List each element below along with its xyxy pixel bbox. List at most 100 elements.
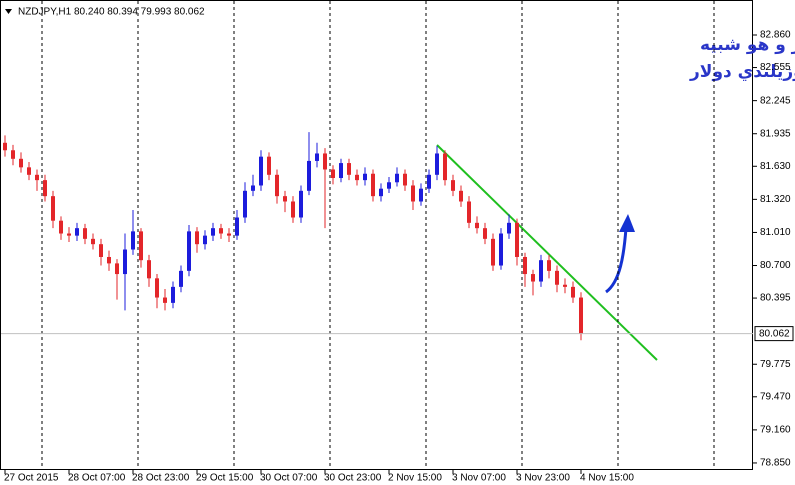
candle-body [275, 174, 279, 197]
candle-body [451, 180, 455, 191]
candle-body [427, 174, 431, 189]
candle-body [195, 231, 199, 245]
candle-body [155, 278, 159, 298]
candle-body [403, 173, 407, 186]
candle-body [315, 153, 319, 161]
y-tick-label: 82.245 [760, 95, 791, 106]
x-tick-label: 28 Oct 07:00 [68, 473, 126, 484]
y-tick-label: 81.010 [760, 227, 791, 238]
candle-body [483, 228, 487, 239]
y-tick-label: 80.395 [760, 293, 791, 304]
x-tick-label: 4 Nov 15:00 [580, 473, 634, 484]
candle-body [131, 231, 135, 250]
candle-body [395, 173, 399, 183]
candle-body [27, 167, 31, 175]
candle-body [211, 228, 215, 236]
x-tick-label: 30 Oct 23:00 [324, 473, 382, 484]
menu-arrow [5, 9, 12, 14]
candle-body [43, 180, 47, 197]
candle-body [83, 228, 87, 239]
x-tick-label: 3 Nov 07:00 [452, 473, 506, 484]
candle-body [139, 231, 143, 261]
candle-body [163, 297, 167, 303]
x-tick-label: 27 Oct 2015 [4, 473, 59, 484]
candle-body [555, 270, 559, 285]
annotation: شراء بعد الكسر و هو شبيه [700, 35, 795, 55]
y-tick-label: 79.160 [760, 425, 791, 436]
candle-body [203, 235, 207, 245]
candle-body [419, 188, 423, 202]
candle-body [547, 260, 551, 271]
candle-body [563, 284, 567, 287]
x-tick-label: 29 Oct 15:00 [196, 473, 254, 484]
candle-body [363, 173, 367, 181]
candle-body [331, 169, 335, 179]
candle-body [179, 270, 183, 287]
plot-frame [0, 0, 753, 470]
candle-body [299, 190, 303, 218]
candle-body [19, 158, 23, 168]
candle-body [467, 201, 471, 223]
y-tick-label: 81.935 [760, 128, 791, 139]
current-price-box [754, 326, 794, 342]
candle-body [371, 173, 375, 197]
candle-body [11, 150, 15, 159]
current-price-label: 80.062 [759, 328, 790, 339]
candle-body [91, 238, 95, 245]
candle-body [219, 228, 223, 234]
candle-body [411, 185, 415, 202]
arrow [605, 227, 628, 294]
candle-body [323, 153, 327, 170]
chart-header: NZDJPY,H1 80.240 80.394 79.993 80.062 [18, 7, 205, 18]
y-tick-label: 79.470 [760, 391, 791, 402]
x-tick-label: 30 Oct 07:00 [260, 473, 318, 484]
y-tick-label: 82.860 [760, 30, 791, 41]
candle-body [283, 196, 287, 202]
candle-body [459, 190, 463, 202]
y-tick-label: 78.850 [760, 458, 791, 469]
y-tick-label: 79.775 [760, 359, 791, 370]
candle-body [251, 185, 255, 191]
candle-body [443, 153, 447, 181]
x-tick-label: 3 Nov 23:00 [516, 473, 570, 484]
x-tick-label: 28 Oct 23:00 [132, 473, 190, 484]
y-tick-label: 81.320 [760, 194, 791, 205]
candle-body [99, 244, 103, 257]
y-tick-label: 81.630 [760, 161, 791, 172]
candle-body [115, 263, 119, 275]
candle-body [67, 233, 71, 236]
candle-body [355, 174, 359, 181]
candle-body [387, 182, 391, 189]
candle-body [267, 156, 271, 175]
candle-body [499, 233, 503, 266]
candle-body [35, 174, 39, 181]
candle-body [307, 160, 311, 191]
candle-body [243, 190, 247, 218]
candle-body [507, 222, 511, 234]
candle-body [435, 153, 439, 175]
candle-body [523, 256, 527, 275]
trend-line [436, 144, 658, 361]
candle-body [539, 260, 543, 282]
annotation: بشارت النيوزيلندي دولار [689, 62, 795, 82]
candle-body [171, 286, 175, 303]
x-tick-label: 2 Nov 15:00 [388, 473, 442, 484]
candle-body [235, 217, 239, 236]
candle-body [579, 297, 583, 334]
candle-body [291, 201, 295, 218]
candle-body [515, 222, 519, 257]
candle-body [571, 286, 575, 298]
candle-body [59, 220, 63, 234]
candle-body [51, 196, 55, 221]
candle-body [227, 233, 231, 236]
candle-body [187, 231, 191, 271]
candle-body [379, 188, 383, 197]
candle-body [75, 228, 79, 236]
candle-body [123, 249, 127, 275]
arrow-head [619, 214, 635, 232]
candle-body [491, 238, 495, 266]
y-tick-label: 80.700 [760, 260, 791, 271]
candle-body [531, 274, 535, 282]
candle-body [107, 256, 111, 264]
